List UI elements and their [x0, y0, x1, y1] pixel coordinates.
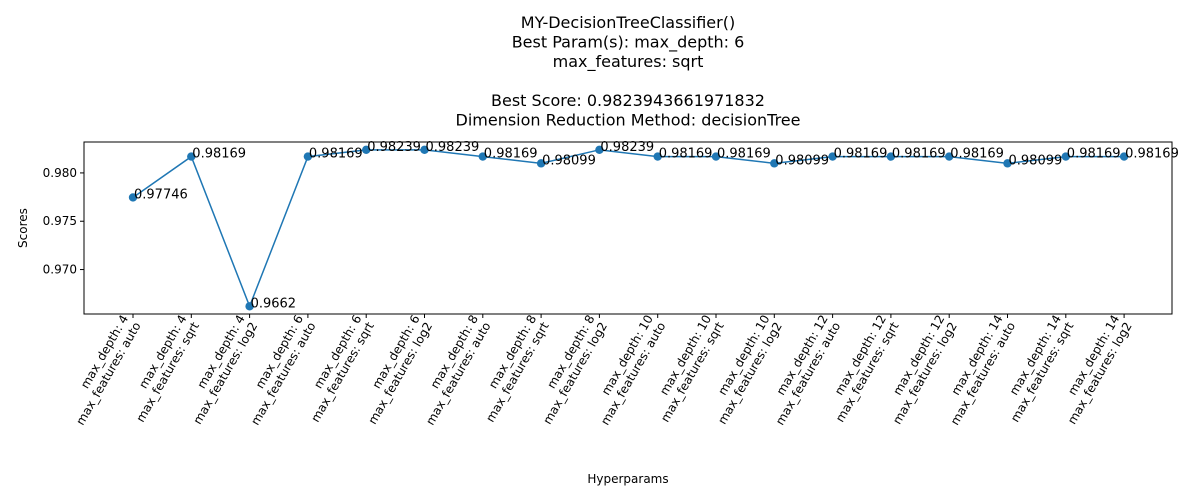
data-label: 0.98169	[659, 147, 713, 162]
data-point	[828, 152, 837, 161]
data-label: 0.98099	[775, 153, 829, 168]
y-tick-label: 0.970	[43, 263, 77, 277]
y-tick-label: 0.975	[43, 214, 77, 228]
data-label: 0.9662	[251, 296, 297, 311]
x-axis-ticks: max_depth: 4max_features: automax_depth:…	[61, 312, 1135, 428]
data-point	[187, 152, 196, 161]
y-axis-ticks: 0.970 0.975 0.980	[43, 166, 84, 277]
plot-frame	[83, 141, 1173, 315]
data-point	[1003, 159, 1012, 168]
data-point	[128, 193, 138, 202]
chart-title: MY-DecisionTreeClassifier()Best Param(s)…	[456, 13, 801, 130]
data-point	[420, 145, 429, 155]
data-label: 0.98239	[600, 140, 654, 155]
data-point	[362, 145, 371, 155]
axes	[83, 141, 1173, 315]
data-label: 0.98169	[309, 147, 363, 162]
data-label: 0.98169	[1125, 147, 1179, 162]
data-point	[886, 152, 896, 161]
x-axis-label: Hyperparams	[587, 472, 668, 486]
data-point	[245, 302, 254, 311]
data-label: 0.98169	[484, 147, 538, 162]
x-tick-label: max_depth: 4max_features: auto	[61, 313, 144, 428]
data-label: 0.98169	[834, 147, 888, 162]
title-line-2: max_features: sqrt	[553, 52, 704, 72]
title-line-4: Best Score: 0.9823943661971832	[491, 91, 765, 110]
data-label: 0.98169	[1067, 147, 1121, 162]
data-label: 0.98169	[192, 147, 246, 162]
data-point	[478, 152, 487, 161]
data-label: 0.98169	[892, 147, 946, 162]
data-point	[1119, 152, 1129, 161]
data-label: 0.98169	[717, 147, 771, 162]
data-point	[303, 152, 313, 161]
data-label: 0.98099	[1009, 153, 1063, 168]
data-point	[653, 152, 662, 161]
data-label: 0.98239	[426, 140, 480, 155]
data-point	[770, 159, 779, 168]
data-point	[945, 152, 954, 161]
data-label: 0.98169	[950, 147, 1004, 162]
title-line-0: MY-DecisionTreeClassifier()	[521, 13, 735, 32]
data-point	[711, 152, 721, 161]
data-point	[536, 159, 546, 168]
data-point	[1061, 152, 1071, 161]
series-scores	[128, 145, 1129, 311]
data-label: 0.98239	[367, 140, 421, 155]
title-line-1: Best Param(s): max_depth: 6	[512, 33, 745, 53]
series-line	[132, 149, 1125, 309]
data-label: 0.97746	[134, 187, 188, 202]
data-label: 0.98099	[542, 153, 596, 168]
title-line-5: Dimension Reduction Method: decisionTree	[456, 111, 801, 130]
data-labels: 0.97746 0.98169 0.9662 0.98169 0.98239 0.9823…	[134, 140, 1179, 311]
y-axis-label: Scores	[16, 208, 30, 248]
data-point	[595, 145, 604, 155]
y-tick-label: 0.980	[43, 166, 77, 180]
